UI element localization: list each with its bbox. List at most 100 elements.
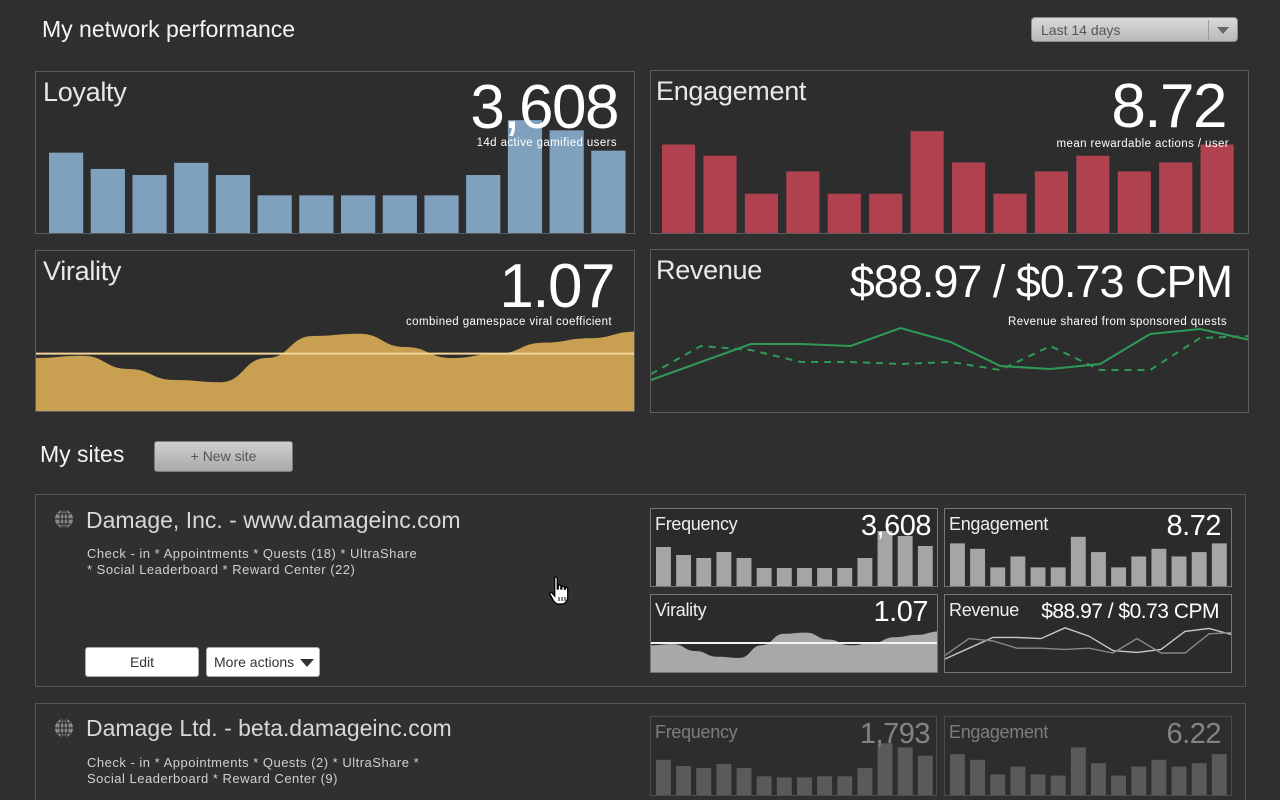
chart-bar (1091, 763, 1106, 795)
site-revenue-chart[interactable]: Revenue $88.97 / $0.73 CPM (944, 594, 1232, 673)
chart-bar (990, 774, 1006, 795)
site-frequency-chart[interactable]: Frequency 3,608 (650, 508, 938, 587)
chart-bar (49, 152, 84, 233)
edit-button[interactable]: Edit (85, 647, 199, 677)
chart-bar (756, 776, 772, 795)
frequency-bars (656, 531, 933, 586)
chart-bar (174, 162, 209, 233)
date-range-select[interactable]: Last 14 days (1031, 17, 1238, 42)
chart-bar (1070, 747, 1086, 795)
chart-bar (1211, 543, 1227, 586)
chart-bar (993, 193, 1027, 233)
more-actions-label: More actions (214, 654, 295, 670)
chart-bar (1010, 556, 1026, 586)
chart-bar (857, 768, 873, 795)
site-features-line: Social Leaderboard * Reward Center (9) (87, 771, 338, 786)
revenue-title: Revenue (656, 255, 762, 285)
chart-bar (1200, 144, 1234, 233)
virality-area (651, 631, 937, 672)
chart-bar (341, 195, 376, 233)
chart-bar (1070, 536, 1086, 586)
chart-bar (662, 144, 696, 233)
revenue-lines (945, 627, 1231, 660)
engagement-chart (662, 131, 1234, 233)
series-line (945, 631, 1231, 656)
date-range-value: Last 14 days (1041, 22, 1121, 38)
chart-bar (424, 195, 459, 233)
chart-bar (1171, 556, 1187, 586)
loyalty-caption: 14d active gamified users (476, 137, 617, 149)
series-line (651, 335, 1248, 375)
chart-bar (1050, 775, 1066, 795)
frequency-value: 1,793 (859, 718, 931, 750)
chart-bar (676, 766, 692, 795)
chart-bar (837, 568, 853, 586)
site-name[interactable]: Damage, Inc. - www.damageinc.com (86, 507, 461, 533)
chart-bar (507, 120, 543, 233)
chart-bar (897, 747, 913, 795)
more-actions-button[interactable]: More actions (206, 647, 320, 677)
chart-bar (1034, 171, 1068, 233)
engagement-title: Engagement (949, 722, 1049, 742)
revenue-caption: Revenue shared from sponsored quests (1008, 316, 1227, 328)
engagement-bars (950, 536, 1227, 586)
site-engagement-chart[interactable]: Engagement 6.22 (944, 716, 1232, 796)
chart-bar (950, 543, 965, 586)
chevron-down-icon[interactable] (1217, 27, 1229, 34)
chart-bar (817, 568, 833, 586)
chart-bar (1091, 552, 1106, 586)
chart-bar (1151, 548, 1167, 586)
site-name[interactable]: Damage Ltd. - beta.damageinc.com (86, 715, 452, 741)
site-engagement-chart[interactable]: Engagement 8.72 (944, 508, 1232, 587)
chart-bar (950, 754, 965, 795)
virality-value: 1.07 (499, 252, 615, 321)
page-title: My network performance (42, 16, 296, 42)
chart-bar (776, 568, 792, 586)
revenue-title: Revenue (949, 600, 1019, 620)
chart-bar (917, 546, 933, 586)
frequency-bars (656, 743, 933, 795)
chart-bar (1010, 766, 1026, 795)
site-virality-chart[interactable]: Virality 1.07 (650, 594, 938, 673)
loyalty-title: Loyalty (43, 77, 127, 107)
chart-bar (952, 162, 986, 233)
virality-caption: combined gamespace viral coefficient (406, 316, 612, 328)
virality-panel: Virality 1.07 combined gamespace viral c… (35, 250, 635, 412)
chart-bar (90, 168, 125, 233)
chart-bar (696, 558, 712, 586)
frequency-title: Frequency (655, 722, 738, 742)
chart-bar (1171, 766, 1187, 795)
chart-bar (837, 776, 853, 795)
chart-bar (797, 568, 812, 586)
chart-bar (656, 547, 671, 586)
revenue-value: $88.97 / $0.73 CPM (849, 256, 1233, 307)
engagement-bars (950, 747, 1227, 795)
loyalty-value: 3,608 (470, 73, 619, 142)
engagement-caption: mean rewardable actions / user (1056, 138, 1229, 150)
chart-bar (756, 568, 772, 586)
chart-bar (797, 777, 812, 795)
chart-bar (1151, 759, 1167, 795)
chart-area (651, 631, 937, 672)
chart-area (36, 331, 634, 411)
chart-bar (970, 759, 986, 795)
site-frequency-chart[interactable]: Frequency 1,793 (650, 716, 937, 796)
chart-bar (776, 777, 792, 795)
chart-bar (466, 175, 501, 233)
new-site-button[interactable]: + New site (154, 441, 293, 472)
site-features-line: * Social Leaderboard * Reward Center (22… (87, 562, 356, 577)
site-features: Check - in * Appointments * Quests (2) *… (87, 755, 419, 787)
virality-title: Virality (655, 600, 707, 620)
engagement-panel: Engagement 8.72 mean rewardable actions … (650, 70, 1249, 234)
chart-bar (382, 195, 417, 233)
chart-bar (1050, 567, 1066, 586)
engagement-title: Engagement (656, 76, 807, 106)
chart-bar (744, 193, 778, 233)
chart-bar (696, 768, 712, 795)
chart-bar (716, 763, 732, 795)
chart-bar (1131, 766, 1147, 795)
frequency-title: Frequency (655, 514, 738, 534)
virality-value: 1.07 (873, 596, 929, 628)
chart-bar (736, 768, 752, 795)
chart-bar (917, 755, 933, 795)
